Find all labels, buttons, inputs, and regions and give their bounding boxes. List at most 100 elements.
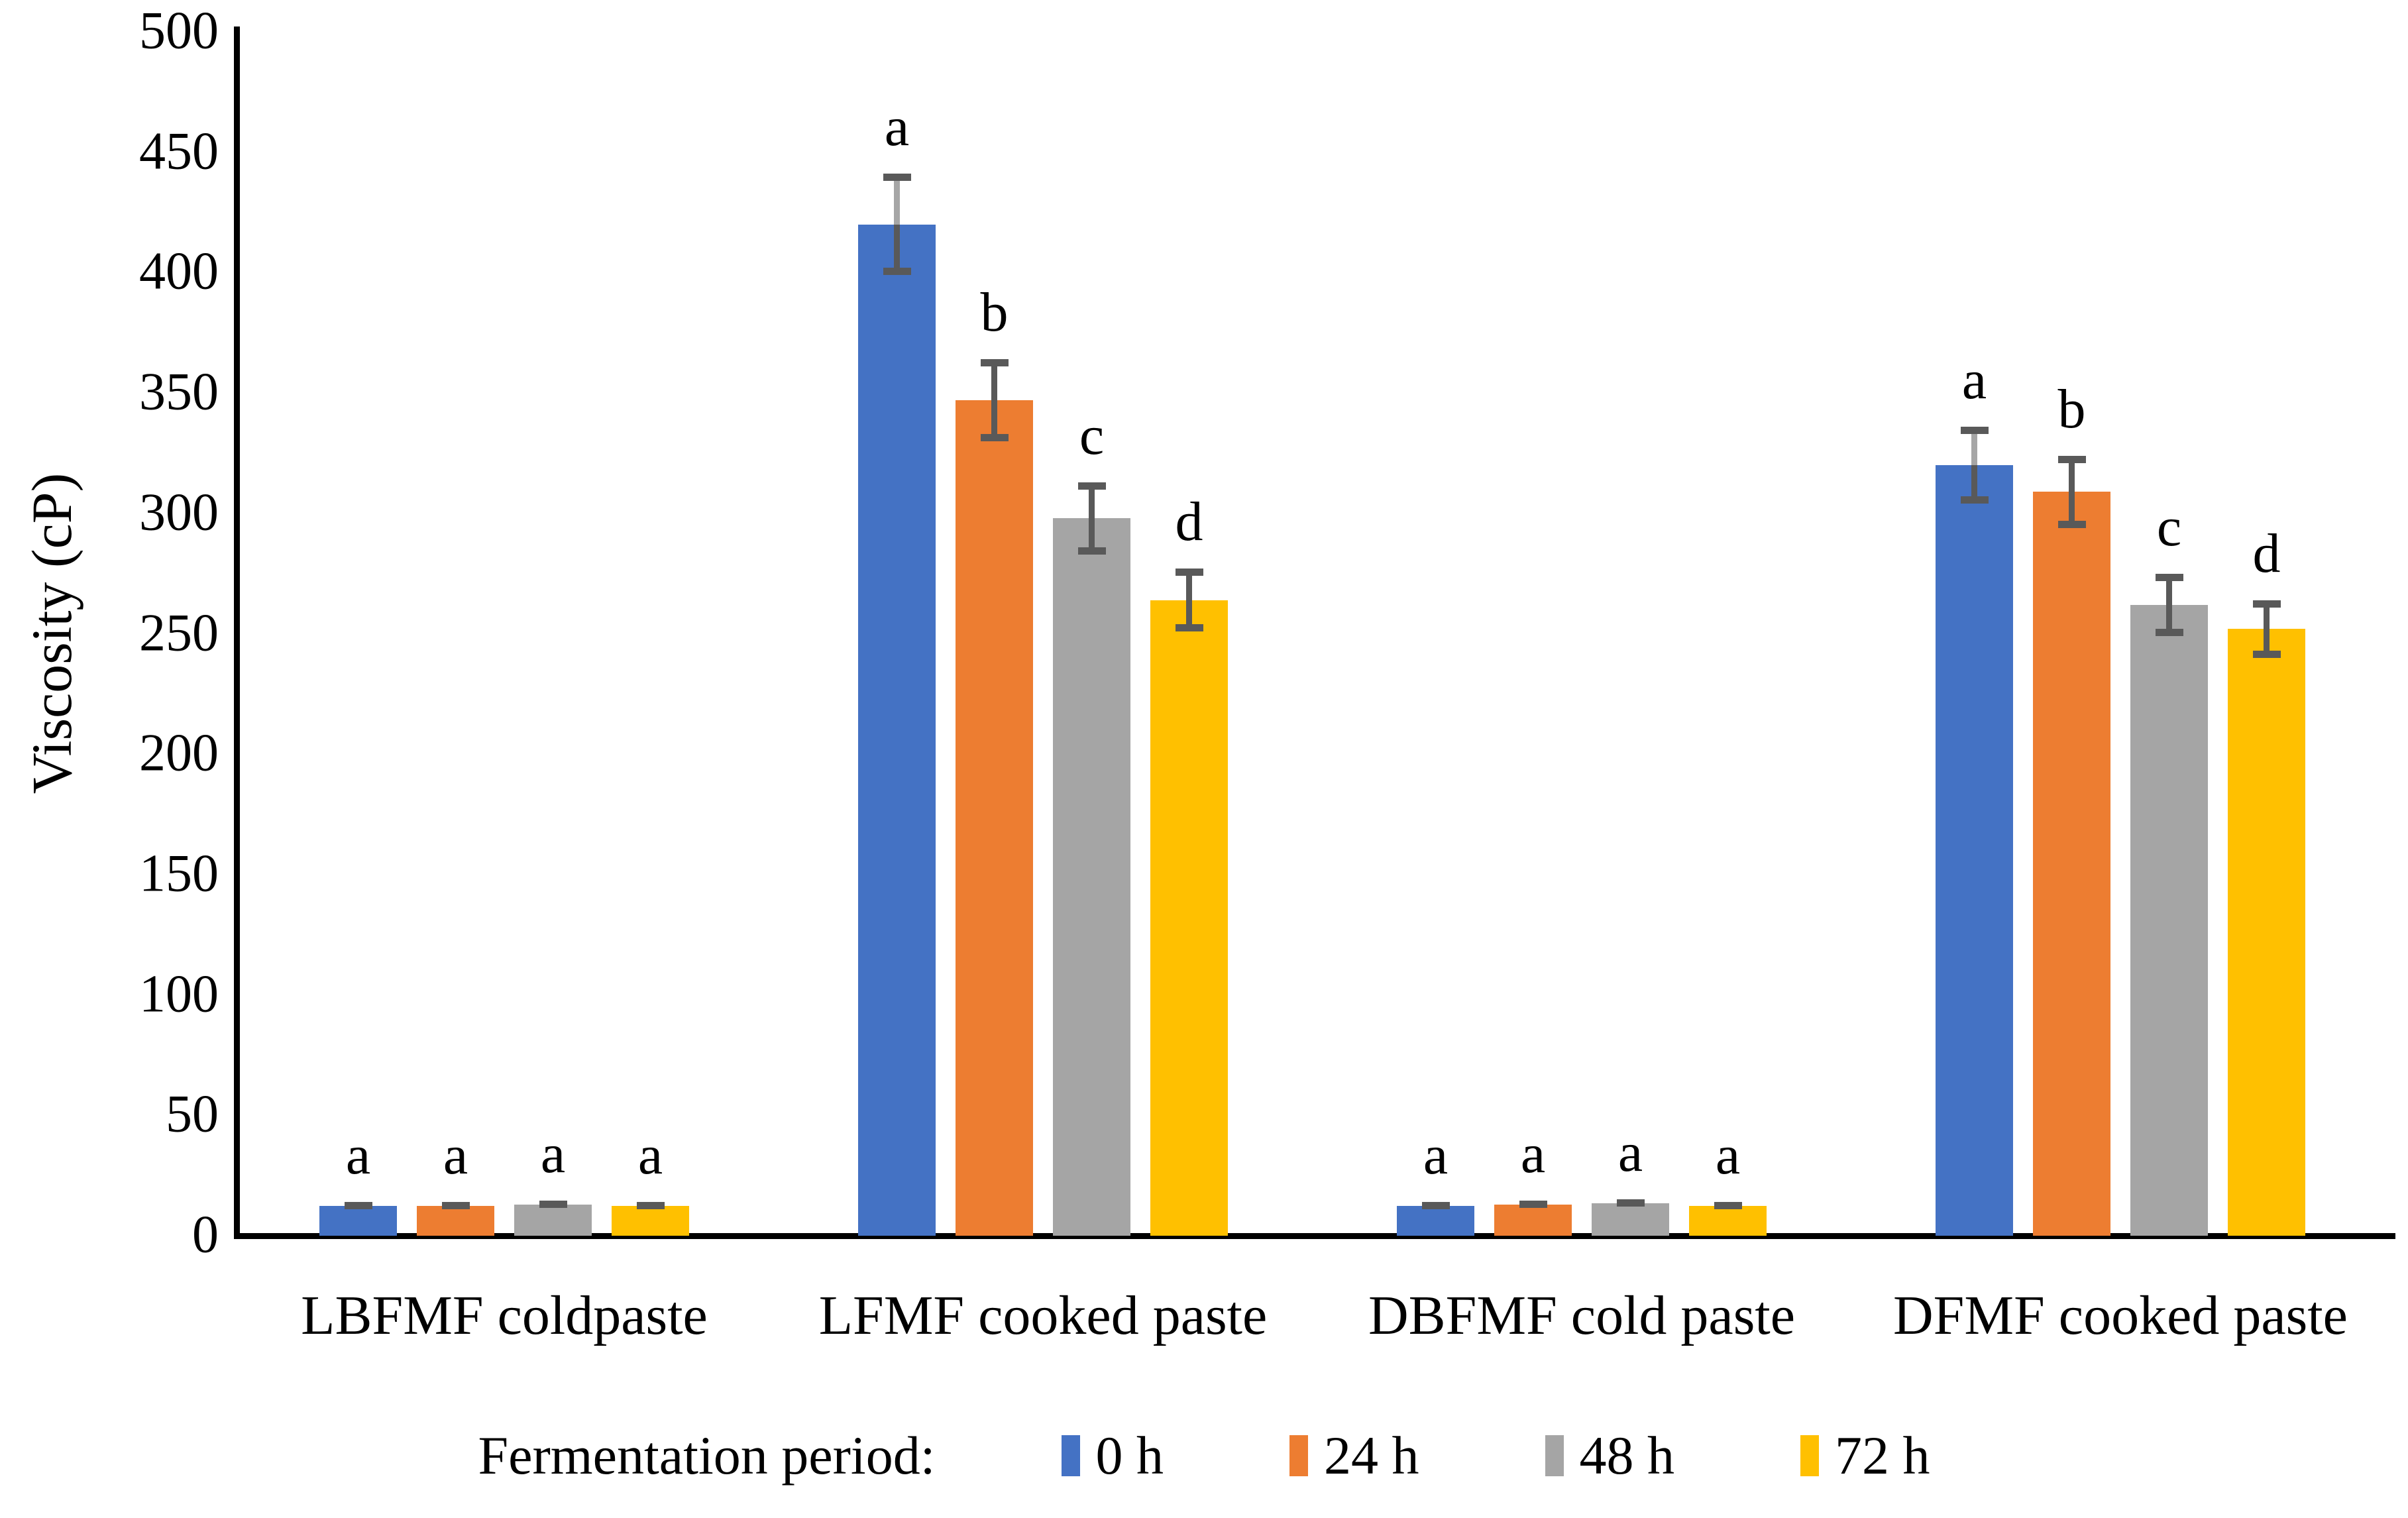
y-tick-label: 350 [139,362,219,421]
bar [956,400,1033,1236]
error-bar [1519,1201,1547,1209]
error-bar-bottom-cap [539,1201,567,1209]
bar [1689,1205,1767,1236]
error-bar-top-cap [2252,600,2281,608]
category-label: DBFMF cold paste [1368,1285,1796,1346]
error-bar [441,1202,470,1210]
error-bar-upper-line [2069,455,2075,492]
legend: Fermentation period: 0 h 24 h 48 h 72 h [0,1425,2408,1487]
error-bar [2155,573,2183,637]
error-bar-top-cap [883,174,911,182]
legend-item: 0 h [1061,1429,1164,1483]
error-bar-upper-line [894,174,900,225]
error-bar [636,1202,665,1210]
x-axis-line [234,1233,2395,1239]
error-bar-bottom-cap [1714,1202,1742,1210]
bar [2033,492,2110,1236]
y-axis-line [234,27,240,1238]
significance-letter: d [2252,522,2281,584]
error-bar-bottom-cap [2057,520,2086,528]
error-bar [539,1201,567,1209]
error-bar-top-cap [1960,426,1989,434]
error-bar-lower-line [2069,492,2075,528]
y-tick-label: 150 [139,844,219,903]
error-bar-bottom-cap [980,433,1009,441]
bar [319,1205,397,1236]
legend-item: 48 h [1545,1429,1674,1483]
error-bar [2057,455,2086,528]
y-tick-label: 300 [139,483,219,542]
significance-letter: c [2156,496,2182,558]
y-tick-label: 400 [139,242,219,301]
legend-item: 72 h [1800,1429,1930,1483]
significance-letter: a [1520,1123,1546,1185]
error-bar [1714,1202,1742,1210]
significance-letter: a [1715,1124,1741,1187]
legend-item: 24 h [1289,1429,1419,1483]
legend-swatch [1545,1435,1564,1476]
significance-letter: a [540,1123,566,1185]
error-bar-bottom-cap [344,1202,372,1210]
bar [858,224,936,1236]
bar [2130,604,2208,1236]
error-bar-upper-line [991,359,997,400]
significance-letter: c [1079,404,1105,466]
error-bar-lower-line [894,224,900,276]
error-bar-top-cap [1175,569,1203,576]
error-bar-top-cap [980,359,1009,367]
y-tick-label: 50 [166,1085,219,1144]
significance-letter: a [1423,1124,1449,1187]
bar [1494,1204,1572,1236]
error-bar [2252,600,2281,658]
error-bar-bottom-cap [2155,629,2183,637]
error-bar-top-cap [1077,482,1106,490]
error-bar-bottom-cap [1616,1199,1645,1207]
y-tick-label: 500 [139,1,219,60]
bar [2228,629,2305,1236]
error-bar-bottom-cap [1960,496,1989,504]
error-bar-lower-line [1186,600,1192,631]
error-bar [1421,1202,1450,1210]
legend-item-label: 24 h [1324,1425,1419,1486]
bar [1397,1205,1474,1236]
category-label: DFMF cooked paste [1893,1285,2348,1346]
error-bar [980,359,1009,441]
error-bar-bottom-cap [1421,1202,1450,1210]
error-bar-bottom-cap [636,1202,665,1210]
bar [1936,465,2013,1236]
error-bar-lower-line [1971,465,1977,504]
error-bar-bottom-cap [883,268,911,276]
bar [417,1205,494,1236]
significance-letter: d [1175,491,1203,553]
bar [514,1204,592,1236]
legend-swatch [1061,1435,1080,1476]
y-tick-label: 200 [139,724,219,783]
y-tick-label: 100 [139,964,219,1023]
y-tick-label: 0 [192,1205,219,1264]
error-bar-bottom-cap [441,1202,470,1210]
significance-letter: b [980,282,1009,344]
error-bar-bottom-cap [1175,623,1203,631]
legend-title: Fermentation period: [478,1425,936,1486]
error-bar [883,174,911,276]
error-bar-bottom-cap [1519,1201,1547,1209]
significance-letter: a [443,1124,468,1187]
error-bar-upper-line [1186,569,1192,600]
significance-letter: a [884,96,910,158]
error-bar [1077,482,1106,555]
bar [1592,1203,1669,1236]
legend-swatch [1800,1435,1819,1476]
significance-letter: a [1961,349,1987,411]
error-bar-lower-line [991,400,997,441]
error-bar [1960,426,1989,504]
significance-letter: a [345,1124,371,1187]
y-tick-label: 450 [139,122,219,181]
error-bar-lower-line [2166,604,2172,637]
significance-letter: a [1617,1122,1643,1184]
error-bar-upper-line [2264,600,2270,629]
error-bar-lower-line [2264,629,2270,658]
error-bar [344,1202,372,1210]
significance-letter: b [2057,378,2086,440]
category-label: LFMF cooked paste [818,1285,1268,1346]
